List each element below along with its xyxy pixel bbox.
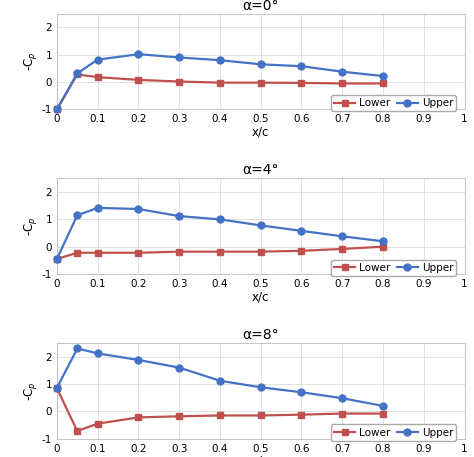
Upper bbox=[54, 106, 60, 112]
Lower bbox=[339, 246, 345, 252]
Upper bbox=[217, 58, 223, 63]
X-axis label: x/c: x/c bbox=[252, 290, 269, 303]
Upper bbox=[339, 395, 345, 401]
Lower bbox=[299, 80, 304, 85]
Lower bbox=[258, 413, 264, 418]
Title: α=0°: α=0° bbox=[242, 0, 279, 12]
Upper bbox=[339, 69, 345, 74]
Lower bbox=[136, 414, 141, 420]
Line: Upper: Upper bbox=[54, 51, 386, 113]
Lower bbox=[95, 74, 100, 80]
Lower bbox=[95, 250, 100, 255]
Upper bbox=[258, 62, 264, 67]
Lower bbox=[176, 249, 182, 255]
Line: Lower: Lower bbox=[54, 385, 386, 435]
Upper bbox=[54, 256, 60, 262]
Lower bbox=[54, 385, 60, 391]
Line: Upper: Upper bbox=[54, 204, 386, 262]
Upper bbox=[176, 55, 182, 60]
Upper bbox=[217, 378, 223, 383]
Upper bbox=[380, 73, 386, 79]
Y-axis label: -C$_p$: -C$_p$ bbox=[22, 381, 39, 401]
Lower bbox=[95, 421, 100, 426]
Lower bbox=[258, 80, 264, 85]
Lower bbox=[339, 81, 345, 86]
Lower bbox=[258, 249, 264, 255]
Line: Lower: Lower bbox=[54, 71, 386, 113]
Upper bbox=[380, 403, 386, 409]
Upper bbox=[54, 385, 60, 391]
X-axis label: x/c: x/c bbox=[252, 126, 269, 138]
Lower bbox=[74, 428, 80, 434]
Y-axis label: -C$_p$: -C$_p$ bbox=[22, 52, 39, 71]
Upper bbox=[380, 239, 386, 244]
Upper bbox=[95, 351, 100, 356]
Lower bbox=[217, 249, 223, 255]
Lower bbox=[176, 414, 182, 419]
Lower bbox=[74, 250, 80, 255]
Legend: Lower, Upper: Lower, Upper bbox=[331, 95, 456, 112]
Lower bbox=[299, 248, 304, 254]
Title: α=4°: α=4° bbox=[242, 163, 279, 177]
Y-axis label: -C$_p$: -C$_p$ bbox=[22, 217, 39, 236]
Lower bbox=[380, 244, 386, 250]
Lower bbox=[299, 412, 304, 417]
Lower bbox=[136, 77, 141, 83]
Lower bbox=[74, 72, 80, 77]
Lower bbox=[217, 80, 223, 85]
Upper bbox=[176, 213, 182, 219]
Upper bbox=[258, 384, 264, 390]
Upper bbox=[74, 213, 80, 218]
Upper bbox=[339, 234, 345, 239]
Upper bbox=[299, 64, 304, 69]
Lower bbox=[136, 250, 141, 255]
Upper bbox=[217, 217, 223, 222]
Upper bbox=[258, 223, 264, 228]
Lower bbox=[176, 79, 182, 84]
Lower bbox=[217, 413, 223, 418]
Title: α=8°: α=8° bbox=[242, 328, 279, 342]
Line: Upper: Upper bbox=[54, 345, 386, 409]
Upper bbox=[299, 389, 304, 395]
Upper bbox=[176, 365, 182, 370]
Lower bbox=[339, 411, 345, 416]
Upper bbox=[136, 357, 141, 363]
Upper bbox=[95, 57, 100, 63]
Legend: Lower, Upper: Lower, Upper bbox=[331, 425, 456, 441]
Upper bbox=[299, 228, 304, 234]
Upper bbox=[136, 206, 141, 212]
Lower bbox=[380, 81, 386, 86]
Lower bbox=[54, 256, 60, 262]
Lower bbox=[54, 106, 60, 112]
Line: Lower: Lower bbox=[54, 243, 386, 262]
Upper bbox=[74, 346, 80, 351]
X-axis label: x/c: x/c bbox=[252, 455, 269, 457]
Upper bbox=[136, 52, 141, 57]
Upper bbox=[95, 205, 100, 211]
Lower bbox=[380, 411, 386, 416]
Upper bbox=[74, 70, 80, 76]
Legend: Lower, Upper: Lower, Upper bbox=[331, 260, 456, 276]
